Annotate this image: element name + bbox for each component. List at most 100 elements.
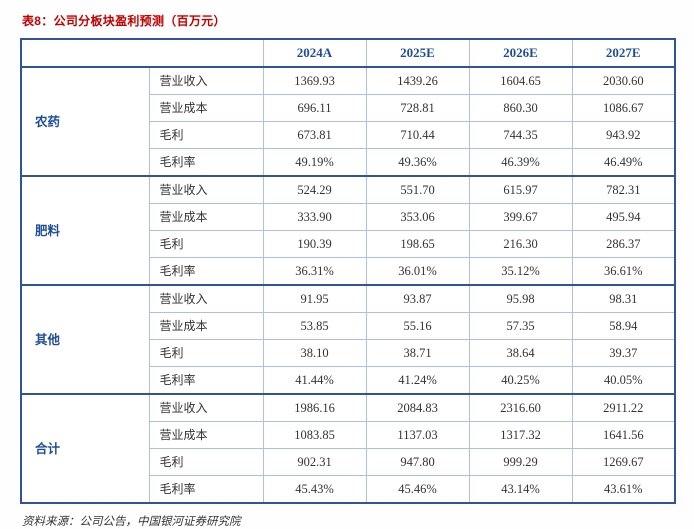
table-row: 营业成本 696.11 728.81 860.30 1086.67 [21, 94, 676, 122]
value-cell: 333.90 [262, 203, 367, 231]
value-cell: 999.29 [468, 448, 573, 476]
year-header: 2027E [571, 38, 676, 68]
value-cell: 353.06 [365, 203, 470, 231]
value-cell: 1083.85 [262, 421, 367, 449]
value-cell: 39.37 [571, 339, 676, 367]
value-cell: 2911.22 [571, 393, 676, 422]
value-cell: 673.81 [262, 121, 367, 149]
metric-label: 营业成本 [148, 94, 264, 122]
year-header: 2024A [262, 38, 367, 68]
value-cell: 782.31 [571, 175, 676, 204]
value-cell: 943.92 [571, 121, 676, 149]
value-cell: 36.01% [365, 257, 470, 286]
value-cell: 902.31 [262, 448, 367, 476]
value-cell: 947.80 [365, 448, 470, 476]
value-cell: 1086.67 [571, 94, 676, 122]
metric-label: 毛利率 [148, 148, 264, 177]
value-cell: 524.29 [262, 175, 367, 204]
value-cell: 43.14% [468, 475, 573, 504]
value-cell: 286.37 [571, 230, 676, 258]
metric-label: 营业收入 [148, 284, 264, 313]
value-cell: 1641.56 [571, 421, 676, 449]
metric-label: 毛利率 [148, 257, 264, 286]
value-cell: 615.97 [468, 175, 573, 204]
metric-label: 营业成本 [148, 203, 264, 231]
table-row: 毛利 190.39 198.65 216.30 286.37 [21, 230, 676, 258]
value-cell: 40.05% [571, 366, 676, 395]
header-corner-cell [20, 38, 264, 68]
table-row: 营业成本 53.85 55.16 57.35 58.94 [21, 312, 676, 340]
metric-label: 毛利率 [148, 475, 264, 504]
metric-label: 毛利 [148, 121, 264, 149]
value-cell: 495.94 [571, 203, 676, 231]
value-cell: 38.64 [468, 339, 573, 367]
value-cell: 1317.32 [468, 421, 573, 449]
value-cell: 38.71 [365, 339, 470, 367]
year-header: 2026E [468, 38, 573, 68]
value-cell: 728.81 [365, 94, 470, 122]
table-row: 毛利率 49.19% 49.36% 46.39% 46.49% [21, 148, 676, 177]
value-cell: 1604.65 [468, 66, 573, 95]
value-cell: 53.85 [262, 312, 367, 340]
group-label: 其他 [20, 284, 150, 395]
table-row: 农药 营业收入 1369.93 1439.26 1604.65 2030.60 [20, 66, 676, 177]
value-cell: 45.46% [365, 475, 470, 504]
value-cell: 1269.67 [571, 448, 676, 476]
table-row: 毛利 673.81 710.44 744.35 943.92 [21, 121, 676, 149]
table-row: 营业成本 1083.85 1137.03 1317.32 1641.56 [21, 421, 676, 449]
metric-label: 毛利 [148, 448, 264, 476]
value-cell: 2316.60 [468, 393, 573, 422]
value-cell: 216.30 [468, 230, 573, 258]
metric-label: 毛利率 [148, 366, 264, 395]
value-cell: 1369.93 [262, 66, 367, 95]
metric-label: 毛利 [148, 339, 264, 367]
value-cell: 1137.03 [365, 421, 470, 449]
value-cell: 190.39 [262, 230, 367, 258]
value-cell: 35.12% [468, 257, 573, 286]
value-cell: 710.44 [365, 121, 470, 149]
table-row: 毛利率 45.43% 45.46% 43.14% 43.61% [21, 475, 676, 504]
table-row: 肥料 营业收入 524.29 551.70 615.97 782.31 [20, 175, 676, 286]
value-cell: 860.30 [468, 94, 573, 122]
value-cell: 2084.83 [365, 393, 470, 422]
year-header: 2025E [365, 38, 470, 68]
value-cell: 399.67 [468, 203, 573, 231]
value-cell: 38.10 [262, 339, 367, 367]
value-cell: 36.31% [262, 257, 367, 286]
metric-label: 营业成本 [148, 312, 264, 340]
value-cell: 98.31 [571, 284, 676, 313]
value-cell: 36.61% [571, 257, 676, 286]
value-cell: 93.87 [365, 284, 470, 313]
value-cell: 91.95 [262, 284, 367, 313]
table-row: 营业成本 333.90 353.06 399.67 495.94 [21, 203, 676, 231]
table-row: 毛利 902.31 947.80 999.29 1269.67 [21, 448, 676, 476]
value-cell: 696.11 [262, 94, 367, 122]
metric-label: 营业收入 [148, 393, 264, 422]
value-cell: 58.94 [571, 312, 676, 340]
value-cell: 57.35 [468, 312, 573, 340]
value-cell: 40.25% [468, 366, 573, 395]
group-pesticide: 农药 营业收入 1369.93 1439.26 1604.65 2030.60 … [20, 66, 676, 177]
metric-label: 营业收入 [148, 175, 264, 204]
value-cell: 55.16 [365, 312, 470, 340]
value-cell: 46.39% [468, 148, 573, 177]
segment-forecast-table: 2024A 2025E 2026E 2027E 农药 营业收入 1369.93 … [20, 38, 676, 504]
group-fertilizer: 肥料 营业收入 524.29 551.70 615.97 782.31 营业成本… [20, 175, 676, 286]
source-note: 资料来源：公司公告，中国银河证券研究院 [22, 516, 241, 528]
value-cell: 1439.26 [365, 66, 470, 95]
value-cell: 45.43% [262, 475, 367, 504]
group-other: 其他 营业收入 91.95 93.87 95.98 98.31 营业成本 53.… [20, 284, 676, 395]
table-row: 合计 营业收入 1986.16 2084.83 2316.60 2911.22 [20, 393, 676, 504]
value-cell: 551.70 [365, 175, 470, 204]
value-cell: 41.44% [262, 366, 367, 395]
value-cell: 95.98 [468, 284, 573, 313]
value-cell: 49.19% [262, 148, 367, 177]
value-cell: 46.49% [571, 148, 676, 177]
group-label: 农药 [20, 66, 150, 177]
value-cell: 744.35 [468, 121, 573, 149]
value-cell: 49.36% [365, 148, 470, 177]
table-row: 毛利率 36.31% 36.01% 35.12% 36.61% [21, 257, 676, 286]
value-cell: 198.65 [365, 230, 470, 258]
table-header-row: 2024A 2025E 2026E 2027E [20, 38, 676, 68]
